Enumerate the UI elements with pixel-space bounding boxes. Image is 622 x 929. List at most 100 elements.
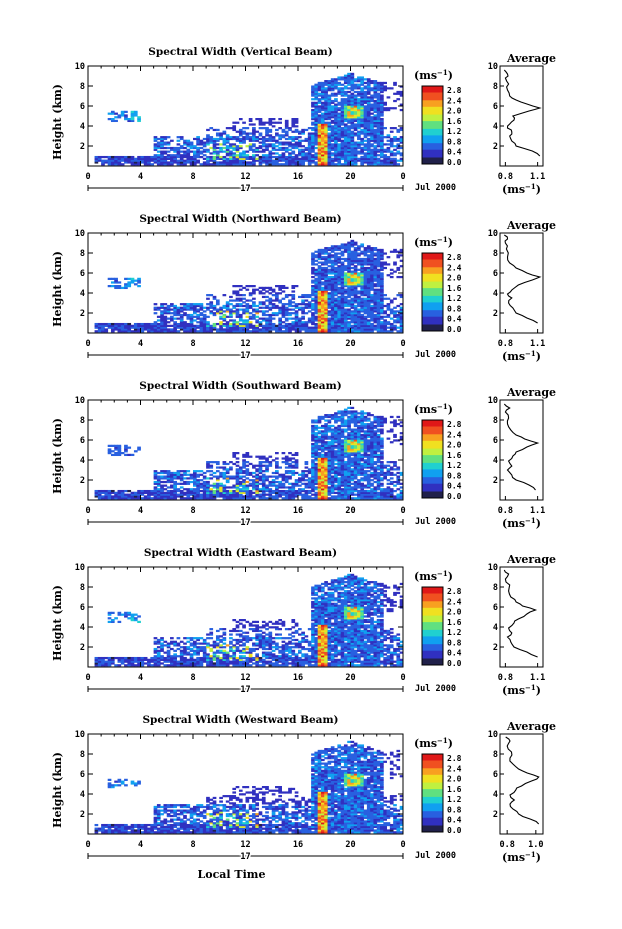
heatmap-cell: [173, 155, 177, 159]
y-tick-label: 6: [80, 269, 85, 279]
heatmap-cell: [202, 477, 207, 480]
heatmap-cell: [380, 83, 384, 86]
heatmap-cell: [380, 295, 384, 299]
heatmap-cell: [370, 250, 374, 253]
heatmap-cell: [271, 495, 276, 498]
heatmap-cell: [357, 303, 361, 306]
heatmap-cell: [294, 459, 299, 462]
heatmap-cell: [324, 432, 328, 435]
heatmap-cell: [278, 480, 282, 484]
heatmap-cell: [114, 285, 118, 288]
heatmap-cell: [314, 435, 319, 438]
heatmap-cell: [337, 78, 342, 81]
heatmap-cell: [360, 141, 365, 144]
heatmap-cell: [376, 118, 381, 121]
heatmap-cell: [94, 155, 99, 159]
heatmap-cell: [311, 290, 315, 293]
heatmap-cell: [160, 321, 164, 324]
heatmap-cell: [278, 317, 282, 320]
heatmap-cell: [271, 303, 276, 306]
heatmap-cell: [350, 99, 355, 103]
heatmap-cell: [255, 139, 260, 142]
heatmap-cell: [330, 432, 335, 435]
heatmap-cell: [320, 275, 325, 279]
heatmap-cell: [183, 322, 187, 326]
heatmap-cell: [170, 163, 174, 166]
heatmap-cell: [117, 453, 122, 457]
heatmap-cell: [334, 497, 338, 500]
heatmap-cell: [311, 257, 315, 261]
heatmap-cell: [301, 488, 305, 491]
heatmap-cell: [248, 489, 253, 493]
heatmap-cell: [314, 455, 319, 458]
profile-y-tick-label: 8: [493, 249, 498, 259]
heatmap-cell: [124, 326, 128, 329]
heatmap-cell: [222, 324, 227, 327]
heatmap-cell: [357, 261, 361, 264]
heatmap-cell: [183, 312, 187, 315]
heatmap-cell: [229, 157, 233, 160]
heatmap-cell: [153, 470, 158, 473]
heatmap-cell: [281, 493, 286, 496]
heatmap-cell: [386, 297, 391, 300]
heatmap-cell: [373, 272, 378, 275]
heatmap-cell: [337, 313, 342, 317]
heatmap-cell: [366, 118, 371, 121]
heatmap-cell: [265, 310, 269, 313]
heatmap-cell: [265, 321, 269, 324]
heatmap-cell: [360, 139, 365, 142]
heatmap-cell: [320, 161, 325, 164]
heatmap-cell: [265, 134, 269, 137]
heatmap-cell: [252, 317, 256, 320]
heatmap-cell: [284, 294, 289, 297]
colorbar-segment: [422, 86, 443, 88]
heatmap-cell: [242, 150, 246, 153]
heatmap-cell: [117, 322, 122, 326]
heatmap-cell: [370, 301, 374, 304]
heatmap-cell: [366, 128, 371, 132]
heatmap-cell: [340, 146, 345, 150]
y-axis-label: Height (km): [51, 84, 64, 160]
heatmap-cell: [229, 491, 233, 494]
heatmap-cell: [376, 272, 381, 275]
heatmap-cell: [340, 263, 345, 266]
heatmap-cell: [317, 270, 322, 273]
heatmap-cell: [196, 486, 200, 489]
heatmap-cell: [232, 157, 237, 160]
heatmap-cell: [245, 468, 250, 471]
heatmap-cell: [353, 321, 358, 324]
heatmap-cell: [347, 163, 351, 166]
heatmap-cell: [120, 322, 125, 326]
heatmap-cell: [248, 299, 253, 302]
heatmap-cell: [186, 488, 191, 491]
heatmap-cell: [271, 118, 276, 121]
heatmap-cell: [327, 256, 332, 259]
heatmap-cell: [288, 301, 292, 304]
heatmap-cell: [389, 159, 394, 162]
heatmap-cell: [212, 308, 217, 311]
heatmap-cell: [124, 493, 128, 496]
heatmap-cell: [193, 145, 197, 148]
heatmap-cell: [324, 98, 328, 101]
heatmap-cell: [258, 482, 263, 485]
heatmap-cell: [160, 471, 164, 475]
heatmap-cell: [186, 315, 191, 318]
heatmap-cell: [284, 462, 289, 466]
heatmap-cell: [337, 146, 342, 150]
heatmap-cell: [202, 326, 207, 329]
heatmap-cell: [255, 136, 260, 139]
heatmap-cell: [399, 330, 404, 333]
heatmap-cell: [393, 163, 397, 166]
heatmap-cell: [186, 148, 191, 151]
colorbar-segment: [422, 263, 443, 266]
heatmap-cell: [337, 125, 342, 128]
heatmap-cell: [258, 159, 263, 162]
heatmap-cell: [160, 328, 164, 331]
heatmap-cell: [235, 493, 240, 496]
heatmap-cell: [265, 470, 269, 473]
heatmap-cell: [320, 480, 325, 484]
heatmap-cell: [357, 252, 361, 255]
heatmap-cell: [288, 159, 292, 162]
heatmap-cell: [320, 470, 325, 473]
heatmap-cell: [206, 470, 210, 473]
